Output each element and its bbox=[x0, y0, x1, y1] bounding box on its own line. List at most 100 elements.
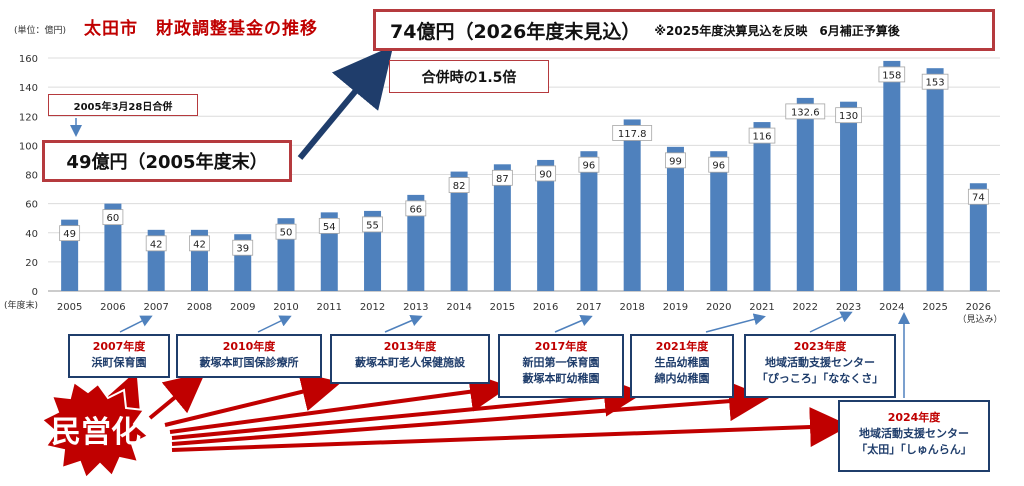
x-tick-label: 2017 bbox=[576, 302, 601, 313]
y-tick-label: 140 bbox=[19, 83, 38, 94]
bar-value-box bbox=[878, 66, 906, 83]
x-tick-label: 2014 bbox=[446, 302, 471, 313]
bar-value-label: 42 bbox=[193, 239, 206, 250]
bar bbox=[710, 151, 728, 291]
privatization-facility: 地域活動支援センター bbox=[859, 427, 969, 440]
privatization-year: 2013年度 bbox=[383, 340, 437, 353]
bar bbox=[623, 119, 641, 291]
bar-value-label: 116 bbox=[752, 132, 771, 143]
bar bbox=[796, 97, 814, 292]
y-tick-label: 120 bbox=[19, 112, 38, 123]
ratio-label: 合併時の1.5倍 bbox=[421, 69, 517, 86]
link-arrow-2010 bbox=[257, 315, 292, 333]
x-tick-label: 2009 bbox=[230, 302, 255, 313]
privatization-year: 2023年度 bbox=[793, 340, 847, 353]
ratio-box: 合併時の1.5倍 bbox=[389, 60, 549, 93]
bar-value-box bbox=[835, 107, 862, 124]
bar-value-label: 50 bbox=[280, 228, 293, 239]
link-arrow-2021 bbox=[705, 313, 766, 333]
x-tick-label: 2025 bbox=[922, 302, 947, 313]
x-tick-label: 2021 bbox=[749, 302, 774, 313]
link-arrow-2017 bbox=[554, 315, 593, 333]
link-arrow-2007 bbox=[119, 315, 153, 333]
bar-value-label: 54 bbox=[323, 222, 336, 233]
x-tick-label: 2023 bbox=[836, 302, 861, 313]
privatization-2013: 2013年度 藪塚本町老人保健施設 bbox=[330, 334, 490, 384]
bar bbox=[450, 171, 468, 291]
bar-value-label: 96 bbox=[712, 161, 725, 172]
privatization-facility: 藪塚本町国保診療所 bbox=[199, 356, 299, 369]
privatization-2024: 2024年度 地域活動支援センター 「太田」「しゅんらん」 bbox=[838, 400, 990, 472]
badge-arrow-2023 bbox=[171, 381, 769, 446]
bar-value-label: 55 bbox=[366, 220, 379, 231]
bar-value-label: 158 bbox=[882, 70, 901, 81]
projection-main: 74億円（2026年度末見込） bbox=[390, 20, 641, 43]
privatization-facility: 藪塚本町幼稚園 bbox=[522, 372, 600, 385]
privatization-2017: 2017年度 新田第一保育園 藪塚本町幼稚園 bbox=[498, 334, 624, 398]
x-suffix-label: （見込み） bbox=[957, 314, 1002, 325]
bar bbox=[753, 122, 771, 291]
privatization-year: 2021年度 bbox=[655, 340, 709, 353]
y-tick-label: 60 bbox=[25, 200, 38, 211]
privatization-facility: 生品幼稚園 bbox=[654, 356, 710, 369]
x-tick-label: 2006 bbox=[100, 302, 125, 313]
y-tick-label: 0 bbox=[32, 287, 38, 298]
bar-value-box bbox=[491, 169, 513, 186]
privatization-year: 2010年度 bbox=[222, 340, 276, 353]
x-tick-label: 2012 bbox=[360, 302, 385, 313]
bar bbox=[580, 151, 598, 291]
bar-value-box bbox=[665, 152, 686, 169]
bar bbox=[537, 159, 555, 291]
bar-value-box bbox=[612, 125, 653, 141]
unit-label: (単位：億円) bbox=[14, 26, 67, 36]
privatization-2023: 2023年度 地域活動支援センター 「ぴっころ」「ななくさ」 bbox=[744, 334, 896, 398]
bar-value-label: 42 bbox=[150, 239, 163, 250]
bar-value-box bbox=[967, 188, 989, 205]
bar-value-box bbox=[708, 156, 730, 173]
privatization-year: 2007年度 bbox=[92, 340, 146, 353]
bar-value-label: 60 bbox=[107, 213, 120, 224]
bar-value-label: 132.6 bbox=[791, 107, 820, 118]
x-tick-label: 2005 bbox=[57, 302, 82, 313]
badge-arrow-2013 bbox=[164, 372, 342, 427]
bar-value-box bbox=[535, 165, 557, 182]
bar bbox=[883, 60, 901, 291]
privatization-facility: 藪塚本町老人保健施設 bbox=[355, 356, 465, 369]
y-tick-label: 80 bbox=[25, 171, 38, 182]
start-box: 49億円（2005年度末） bbox=[42, 140, 292, 182]
bar-value-box bbox=[748, 127, 776, 144]
privatization-2010: 2010年度 藪塚本町国保診療所 bbox=[176, 334, 322, 378]
x-tick-label: 2010 bbox=[273, 302, 298, 313]
bar-value-box bbox=[318, 217, 340, 234]
bar-value-box bbox=[189, 235, 210, 252]
x-tick-label: 2026 bbox=[966, 302, 991, 313]
y-tick-label: 160 bbox=[19, 54, 38, 65]
growth-arrow bbox=[297, 45, 394, 160]
bar-value-label: 74 bbox=[972, 193, 985, 204]
link-arrow-2013 bbox=[384, 315, 423, 333]
x-tick-label: 2013 bbox=[403, 302, 428, 313]
y-tick-label: 100 bbox=[19, 141, 38, 152]
x-tick-label: 2011 bbox=[317, 302, 342, 313]
projection-note: ※2025年度決算見込を反映 6月補正予算後 bbox=[654, 23, 900, 38]
bar-value-box bbox=[275, 223, 297, 240]
x-tick-label: 2024 bbox=[879, 302, 904, 313]
start-label: 49億円（2005年度末） bbox=[66, 152, 268, 173]
privatization-facility: 地域活動支援センター bbox=[765, 356, 875, 369]
bar-value-box bbox=[362, 216, 383, 233]
bar-value-box bbox=[145, 235, 167, 252]
bar bbox=[493, 164, 511, 291]
privatization-2007: 2007年度 浜町保育園 bbox=[68, 334, 170, 378]
x-tick-label: 2016 bbox=[533, 302, 558, 313]
bar-value-box bbox=[448, 177, 470, 193]
bar-value-label: 96 bbox=[583, 161, 596, 172]
x-tick-label: 2020 bbox=[706, 302, 731, 313]
bar-value-box bbox=[578, 156, 600, 173]
privatization-year: 2017年度 bbox=[534, 340, 588, 353]
bar bbox=[104, 203, 122, 291]
bar-value-box bbox=[921, 73, 949, 90]
bar bbox=[407, 194, 425, 291]
badge-arrow-2010 bbox=[148, 372, 206, 420]
x-tick-label: 2018 bbox=[619, 302, 644, 313]
bar-value-box bbox=[59, 225, 81, 242]
